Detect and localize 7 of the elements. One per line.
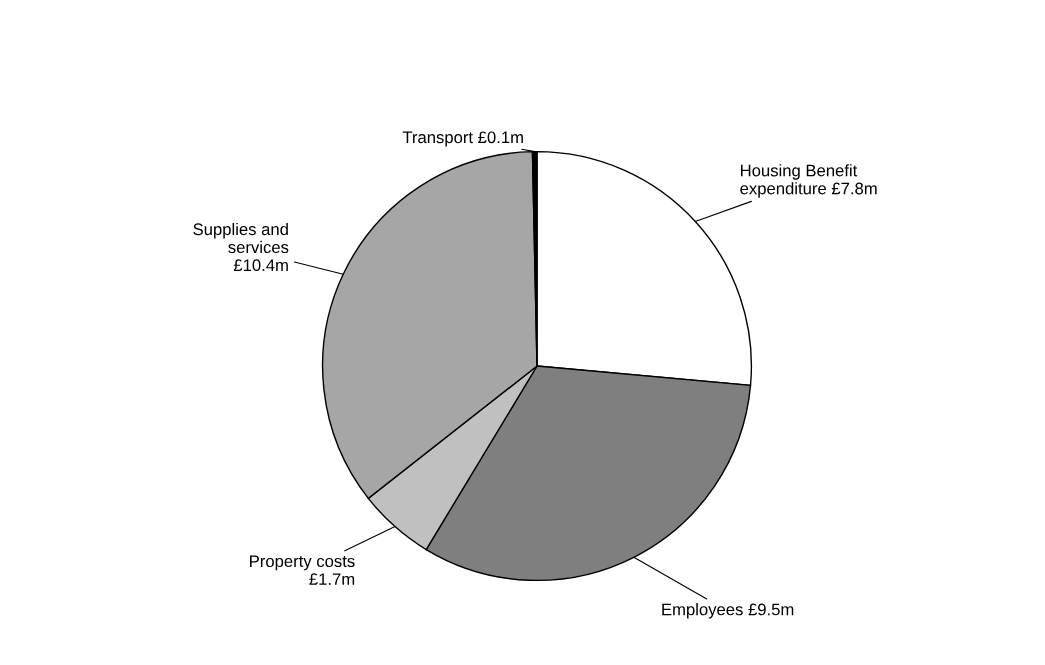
slice-label: Housing Benefit expenditure £7.8m <box>740 164 877 198</box>
slice-label: Property costs <box>250 555 355 571</box>
slice-label: Supplies and services <box>193 222 289 254</box>
slice-label: Employees £9.5m <box>662 603 794 619</box>
slice-label: Transport £0.1m <box>402 131 523 147</box>
data-label: £1.7m <box>309 573 355 585</box>
data-label: £10.4m <box>233 259 288 272</box>
